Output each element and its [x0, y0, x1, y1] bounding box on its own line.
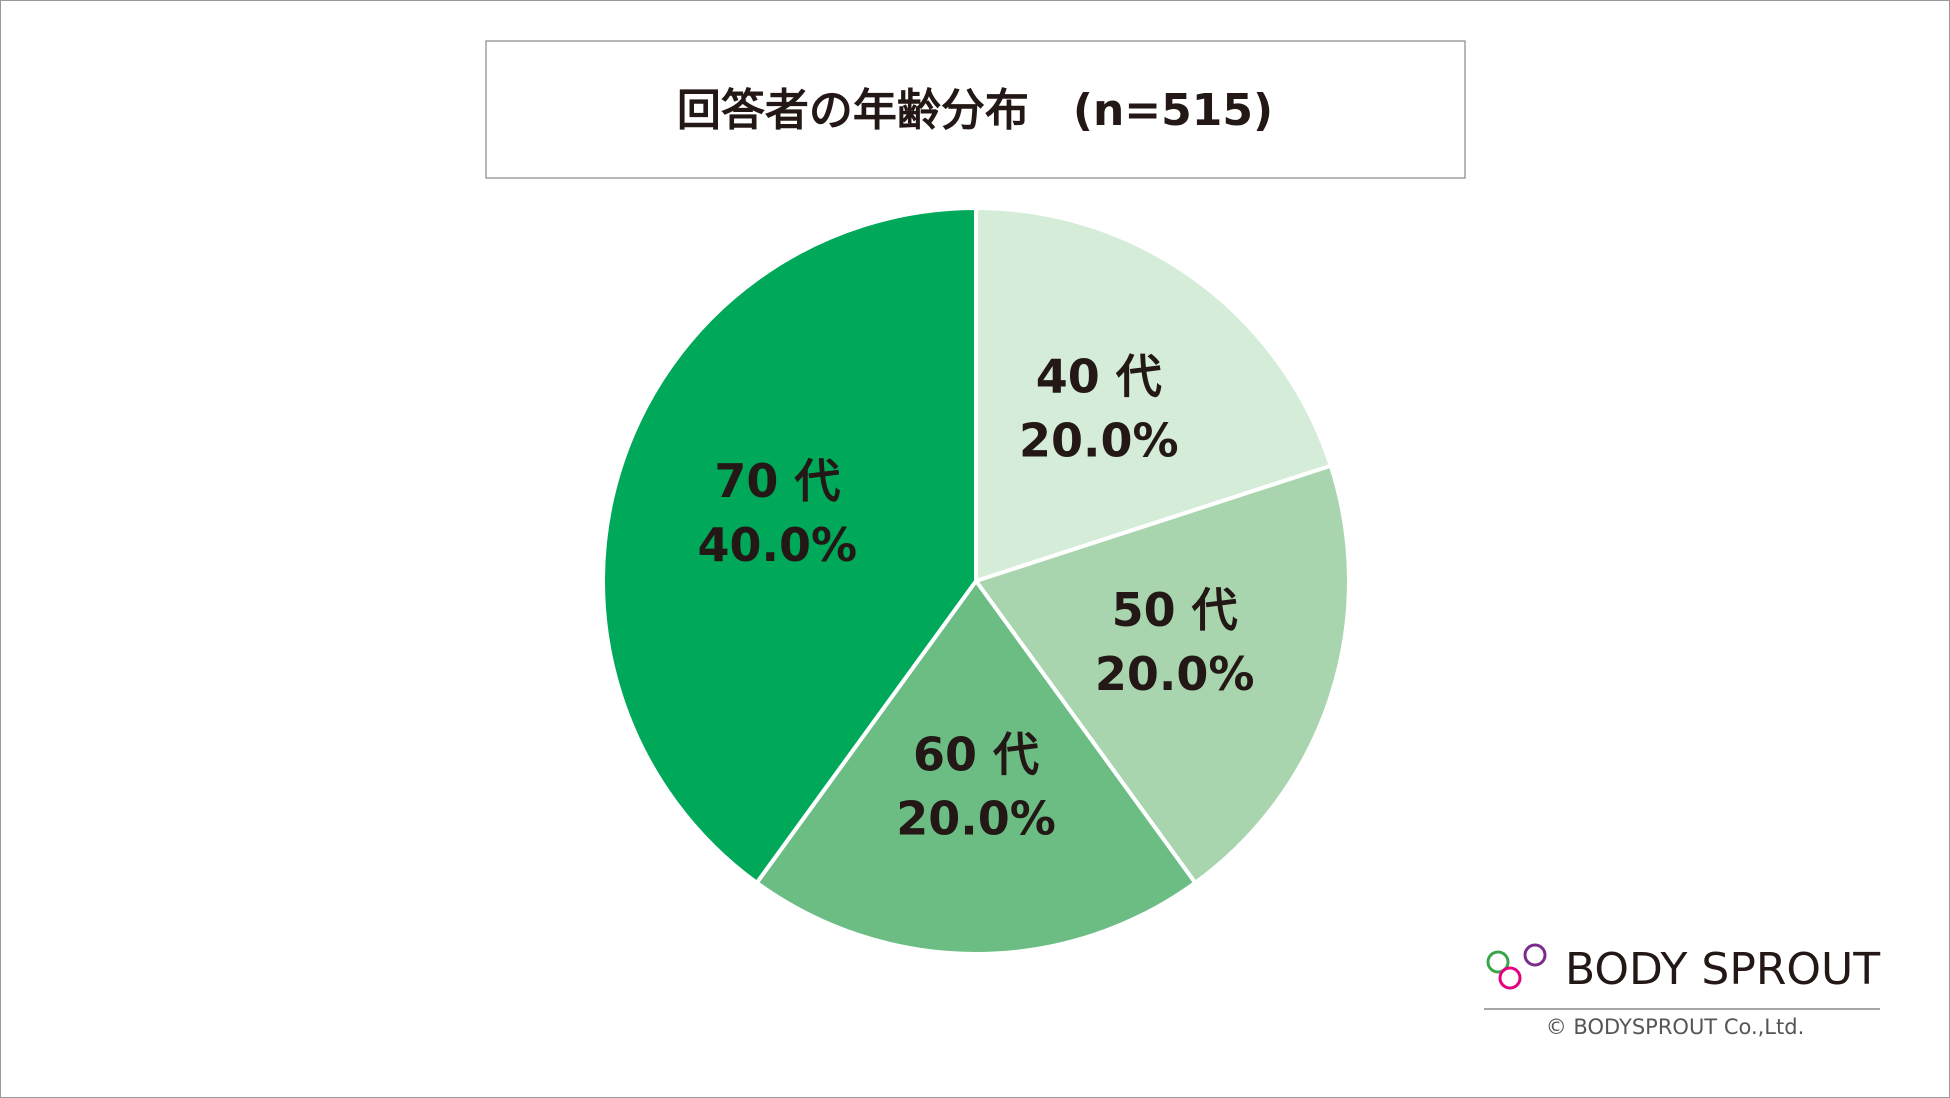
- logo-circle: [1486, 950, 1510, 974]
- slice-value-label: 20.0%: [896, 791, 1056, 845]
- pie-slice: [972, 463, 1351, 886]
- logo-circle: [1523, 943, 1547, 967]
- logo: BODY SPROUT © BODYSPROUT Co.,Ltd.: [1484, 943, 1880, 1039]
- slice-category: 50 代: [1112, 583, 1238, 637]
- slice-value-label: 20.0%: [1019, 414, 1179, 468]
- pie-slice: [601, 205, 978, 886]
- slice-category: 40 代: [1036, 350, 1162, 404]
- title-box: [485, 40, 1466, 179]
- logo-name: BODY SPROUT: [1565, 944, 1880, 995]
- logo-circle: [1498, 966, 1522, 990]
- copyright: © BODYSPROUT Co.,Ltd.: [1546, 1015, 1805, 1039]
- pie-slice: [753, 577, 1199, 956]
- slice-value-label: 40.0%: [698, 518, 858, 572]
- slice-value-label: 20.0%: [1095, 647, 1255, 701]
- pie-slice: [974, 205, 1334, 584]
- slice-category: 70 代: [714, 454, 840, 508]
- slice-category: 60 代: [913, 727, 1039, 781]
- chart-title: 回答者の年齢分布 (n=515): [677, 85, 1273, 136]
